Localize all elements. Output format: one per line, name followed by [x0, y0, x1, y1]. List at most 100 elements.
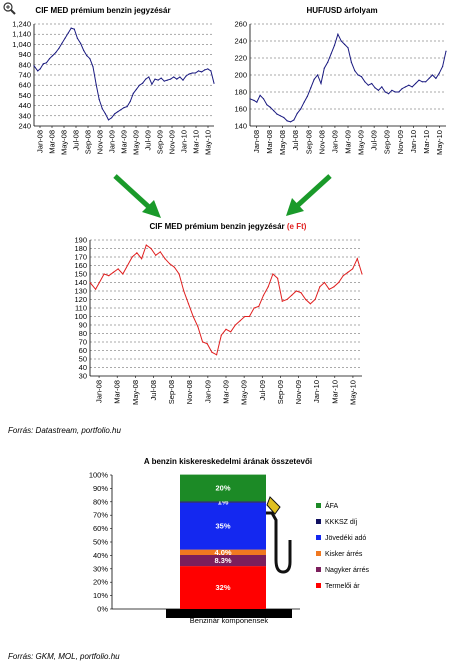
data-point: [86, 55, 88, 57]
arrow-left-icon: [113, 174, 161, 218]
data-point: [194, 72, 196, 74]
data-point: [170, 78, 172, 80]
category-label: Benzinár komponensek: [190, 616, 269, 625]
y-tick-label: 120: [74, 295, 87, 304]
data-point: [122, 273, 124, 275]
data-point: [253, 307, 255, 309]
data-point: [293, 119, 295, 121]
data-point: [388, 93, 390, 95]
y-tick-label: 240: [234, 37, 247, 46]
legend-label: Jövedéki adó: [325, 535, 366, 542]
x-tick-label: Jul-08: [291, 130, 300, 150]
data-point: [39, 68, 41, 70]
data-point: [48, 58, 51, 60]
legend-swatch: [316, 567, 321, 572]
data-point: [107, 119, 110, 121]
data-point: [421, 81, 423, 83]
data-point: [266, 104, 268, 106]
y-tick-label: 160: [74, 261, 87, 270]
data-point: [160, 77, 162, 79]
data-point: [391, 89, 393, 91]
x-tick-label: Jan-08: [252, 130, 261, 153]
data-point: [398, 91, 400, 93]
y-tick-label: 140: [74, 278, 87, 287]
data-point: [317, 74, 319, 76]
data-point: [126, 106, 128, 108]
chart-cif-med-huf: CIF MED prémium benzin jegyzésár (e Ft) 3…: [74, 222, 363, 405]
data-point: [89, 58, 91, 60]
y-tick-label: 840: [18, 60, 31, 69]
data-point: [80, 42, 82, 45]
x-tick-label: Sep-08: [304, 130, 313, 154]
data-point: [272, 273, 274, 275]
y-tick-label: 60%: [93, 524, 108, 533]
magnifier-plus-icon[interactable]: [3, 2, 16, 15]
data-point: [300, 292, 302, 294]
data-point: [197, 70, 200, 72]
data-point: [323, 281, 326, 284]
y-tick-label: 0%: [97, 605, 108, 614]
data-point: [138, 84, 141, 86]
y-tick-label: 440: [18, 101, 31, 110]
x-tick-label: Jan-09: [108, 130, 117, 153]
data-point: [58, 47, 60, 50]
data-point: [76, 37, 78, 39]
x-tick-label: Jul-09: [258, 380, 267, 400]
data-point: [327, 61, 329, 63]
segment-label: 32%: [215, 583, 230, 592]
data-point: [37, 70, 39, 72]
x-tick-label: Sep-09: [156, 130, 165, 154]
x-tick-label: Jul-08: [149, 380, 158, 400]
x-tick-label: Jan-09: [203, 380, 212, 403]
data-point: [145, 244, 147, 246]
data-point: [148, 76, 150, 78]
y-tick-label: 1,140: [12, 30, 31, 39]
data-point: [131, 256, 133, 258]
data-point: [357, 74, 359, 76]
y-tick-label: 1,040: [12, 40, 31, 49]
legend-swatch: [316, 551, 321, 556]
data-point: [61, 42, 63, 45]
x-tick-label: Mar-08: [113, 380, 122, 404]
x-tick-label: Jan-10: [409, 130, 418, 153]
bar-segment: [180, 502, 266, 550]
x-tick-label: Nov-09: [294, 380, 303, 404]
fuel-hose-icon: [266, 511, 292, 574]
source-note-2: Forrás: GKM, MOL, portfolio.hu: [8, 652, 120, 661]
y-tick-label: 60: [79, 346, 87, 355]
data-point: [142, 82, 144, 84]
data-point: [306, 95, 308, 97]
data-point: [117, 268, 119, 270]
data-point: [342, 275, 344, 277]
y-tick-label: 220: [234, 54, 247, 63]
legend-swatch: [316, 503, 321, 508]
source-note-1: Forrás: Datastream, portfolio.hu: [8, 426, 121, 435]
data-point: [155, 254, 157, 256]
data-point: [204, 69, 206, 71]
data-point: [279, 115, 281, 117]
data-point: [95, 83, 97, 85]
x-tick-label: Jan-10: [180, 130, 189, 153]
y-tick-label: 110: [75, 304, 87, 313]
data-point: [101, 108, 103, 110]
data-point: [291, 294, 293, 296]
x-tick-label: Nov-09: [168, 130, 177, 154]
data-point: [371, 82, 373, 85]
x-tick-label: May-09: [357, 130, 366, 155]
legend-swatch: [316, 535, 321, 540]
x-tick-label: Jan-08: [95, 380, 104, 403]
data-point: [201, 71, 203, 73]
data-point: [52, 55, 54, 57]
data-point: [225, 328, 227, 330]
data-point: [384, 91, 386, 93]
data-point: [120, 109, 122, 111]
data-point: [262, 294, 265, 296]
data-point: [344, 43, 346, 46]
x-tick-label: Mar-08: [48, 130, 57, 154]
data-point: [338, 281, 340, 284]
data-point: [328, 288, 330, 290]
chart-title: CIF MED prémium benzin jegyzésár: [35, 6, 170, 15]
chart-retail-price-components: A benzin kiskereskedelmi árának összetev…: [89, 457, 370, 625]
y-tick-label: 180: [234, 88, 247, 97]
data-point: [276, 113, 278, 115]
